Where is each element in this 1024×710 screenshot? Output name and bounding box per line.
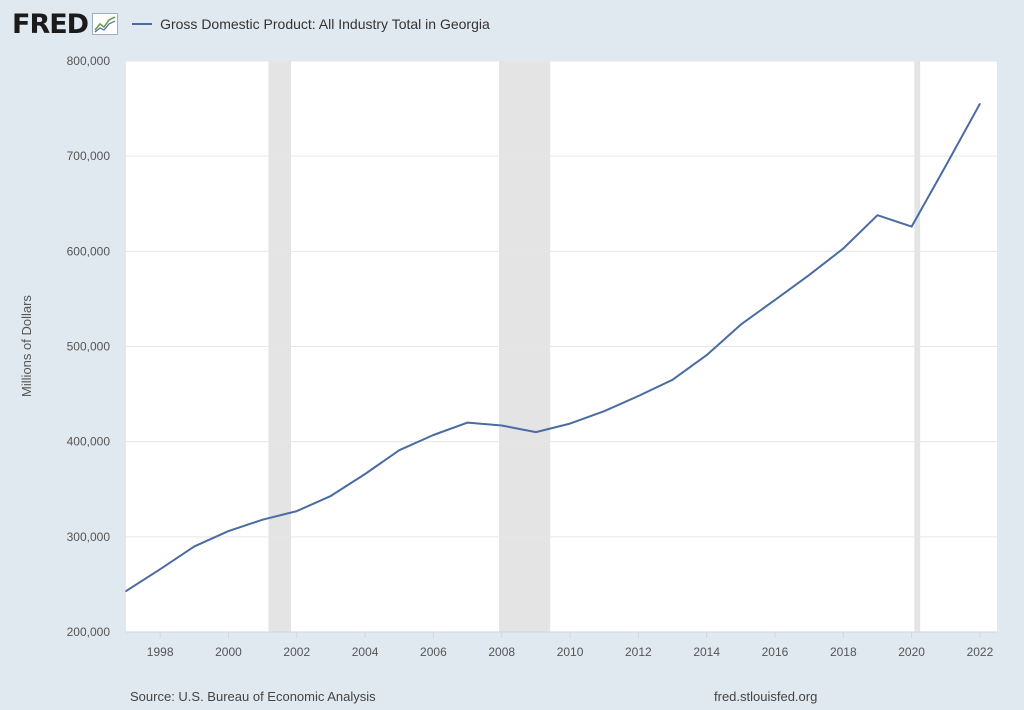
data-point[interactable] (876, 214, 879, 216)
x-tick-label: 2006 (420, 645, 447, 659)
x-tick-label: 2012 (625, 645, 652, 659)
data-point[interactable] (466, 421, 469, 424)
trend-chart-icon (92, 13, 119, 35)
x-tick-labels: 1998 2000 2002 2004 2006 2008 2010 2012 2014 2016… (147, 632, 994, 659)
data-point[interactable] (944, 164, 947, 167)
data-point[interactable] (808, 274, 810, 276)
data-point[interactable] (842, 247, 845, 250)
x-tick-label: 2022 (967, 645, 994, 659)
data-point[interactable] (671, 379, 674, 381)
y-axis-label: Millions of Dollars (19, 295, 34, 397)
y-tick-label: 300,000 (67, 530, 111, 544)
gridlines (126, 60, 997, 633)
legend: Gross Domestic Product: All Industry Tot… (132, 16, 490, 32)
fred-url[interactable]: fred.stlouisfed.org (714, 689, 818, 704)
data-point[interactable] (227, 530, 230, 532)
y-tick-label: 200,000 (67, 625, 111, 639)
y-tick-label: 700,000 (67, 149, 111, 163)
y-tick-label: 600,000 (67, 244, 111, 258)
x-tick-label: 2016 (762, 645, 789, 659)
series-layer (125, 103, 981, 592)
y-tick-label: 500,000 (67, 340, 111, 354)
header: FRED Gross Domestic Product: All Industr… (12, 6, 490, 42)
data-point[interactable] (159, 568, 161, 570)
data-point[interactable] (193, 545, 196, 548)
y-tick-label: 800,000 (67, 54, 111, 68)
series-line[interactable] (125, 103, 981, 592)
data-point[interactable] (295, 510, 298, 512)
data-point[interactable] (398, 449, 401, 452)
x-tick-label: 2018 (830, 645, 857, 659)
data-point[interactable] (364, 473, 366, 475)
data-point[interactable] (637, 395, 640, 397)
data-point[interactable] (125, 590, 127, 592)
data-point[interactable] (500, 424, 503, 427)
data-point[interactable] (910, 225, 913, 228)
data-point[interactable] (432, 434, 435, 436)
data-point[interactable] (261, 518, 264, 521)
data-point[interactable] (535, 431, 537, 433)
x-tick-label: 2002 (283, 645, 310, 659)
data-point[interactable] (774, 299, 776, 301)
data-point[interactable] (740, 323, 742, 326)
legend-label[interactable]: Gross Domestic Product: All Industry Tot… (160, 16, 490, 32)
legend-swatch (132, 23, 153, 25)
data-point[interactable] (705, 354, 708, 356)
x-tick-label: 1998 (147, 645, 174, 659)
data-point[interactable] (603, 410, 605, 413)
data-point[interactable] (569, 422, 571, 425)
x-tick-label: 2014 (693, 645, 720, 659)
data-point[interactable] (330, 495, 332, 497)
fred-logo[interactable]: FRED (12, 8, 89, 40)
x-tick-label: 2004 (352, 645, 379, 659)
x-tick-label: 2008 (488, 645, 515, 659)
data-point[interactable] (979, 103, 981, 105)
source-note[interactable]: Source: U.S. Bureau of Economic Analysis (130, 689, 376, 704)
y-tick-label: 400,000 (67, 435, 111, 449)
y-tick-labels: 200,000 300,000 400,000 500,000 600,000 700,0… (67, 54, 111, 639)
x-tick-label: 2010 (557, 645, 584, 659)
x-tick-label: 2000 (215, 645, 242, 659)
x-tick-label: 2020 (898, 645, 925, 659)
